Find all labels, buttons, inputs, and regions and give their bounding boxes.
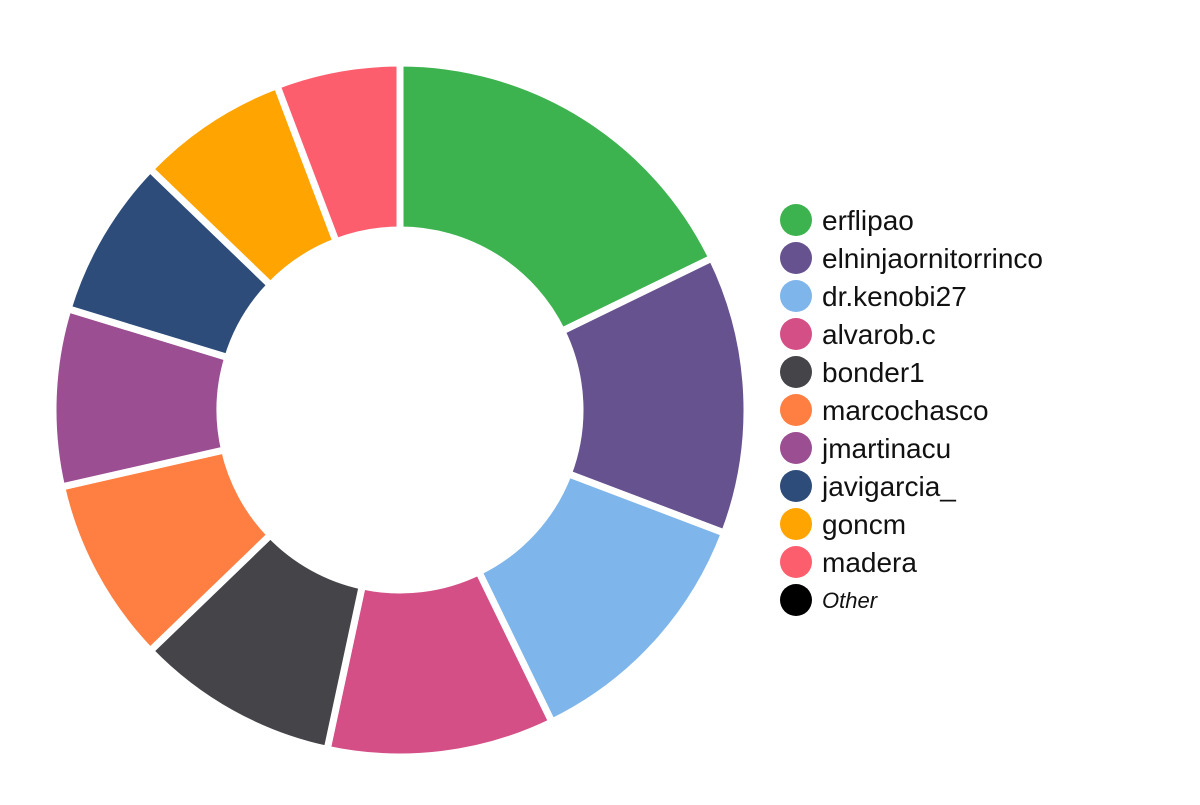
legend-item: bonder1	[780, 356, 925, 388]
legend-marker	[780, 584, 812, 616]
legend-marker	[780, 356, 812, 388]
legend-item: Other	[780, 584, 879, 616]
legend-marker	[780, 204, 812, 236]
legend-item: marcochasco	[780, 394, 989, 426]
donut-slices	[49, 59, 751, 761]
legend-marker	[780, 470, 812, 502]
legend-label: erflipao	[822, 205, 914, 236]
legend-item: madera	[780, 546, 917, 578]
legend-marker	[780, 508, 812, 540]
legend-item: dr.kenobi27	[780, 280, 967, 312]
legend-label: alvarob.c	[822, 319, 936, 350]
legend-label: dr.kenobi27	[822, 281, 967, 312]
donut-slice-erflipao	[396, 59, 717, 336]
legend-marker	[780, 318, 812, 350]
legend-label: goncm	[822, 509, 906, 540]
legend-item: alvarob.c	[780, 318, 936, 350]
legend-marker	[780, 546, 812, 578]
legend-label: madera	[822, 547, 917, 578]
legend-marker	[780, 432, 812, 464]
legend-item: elninjaornitorrinco	[780, 242, 1043, 274]
legend-marker	[780, 242, 812, 274]
donut-slice-elninjaornitorrinco	[557, 253, 751, 538]
legend-label: marcochasco	[822, 395, 989, 426]
legend-item: javigarcia_	[780, 470, 956, 502]
legend-label: elninjaornitorrinco	[822, 243, 1043, 274]
legend-item: goncm	[780, 508, 906, 540]
chart-legend: erflipao elninjaornitorrinco dr.kenobi27 al…	[780, 204, 1043, 616]
legend-marker	[780, 394, 812, 426]
legend-marker	[780, 280, 812, 312]
donut-slice-madera	[272, 59, 404, 247]
legend-item: jmartinacu	[780, 432, 951, 464]
legend-label: Other	[822, 588, 879, 613]
legend-item: erflipao	[780, 204, 914, 236]
legend-label: jmartinacu	[821, 433, 951, 464]
legend-label: bonder1	[822, 357, 925, 388]
legend-label: javigarcia_	[821, 471, 956, 502]
